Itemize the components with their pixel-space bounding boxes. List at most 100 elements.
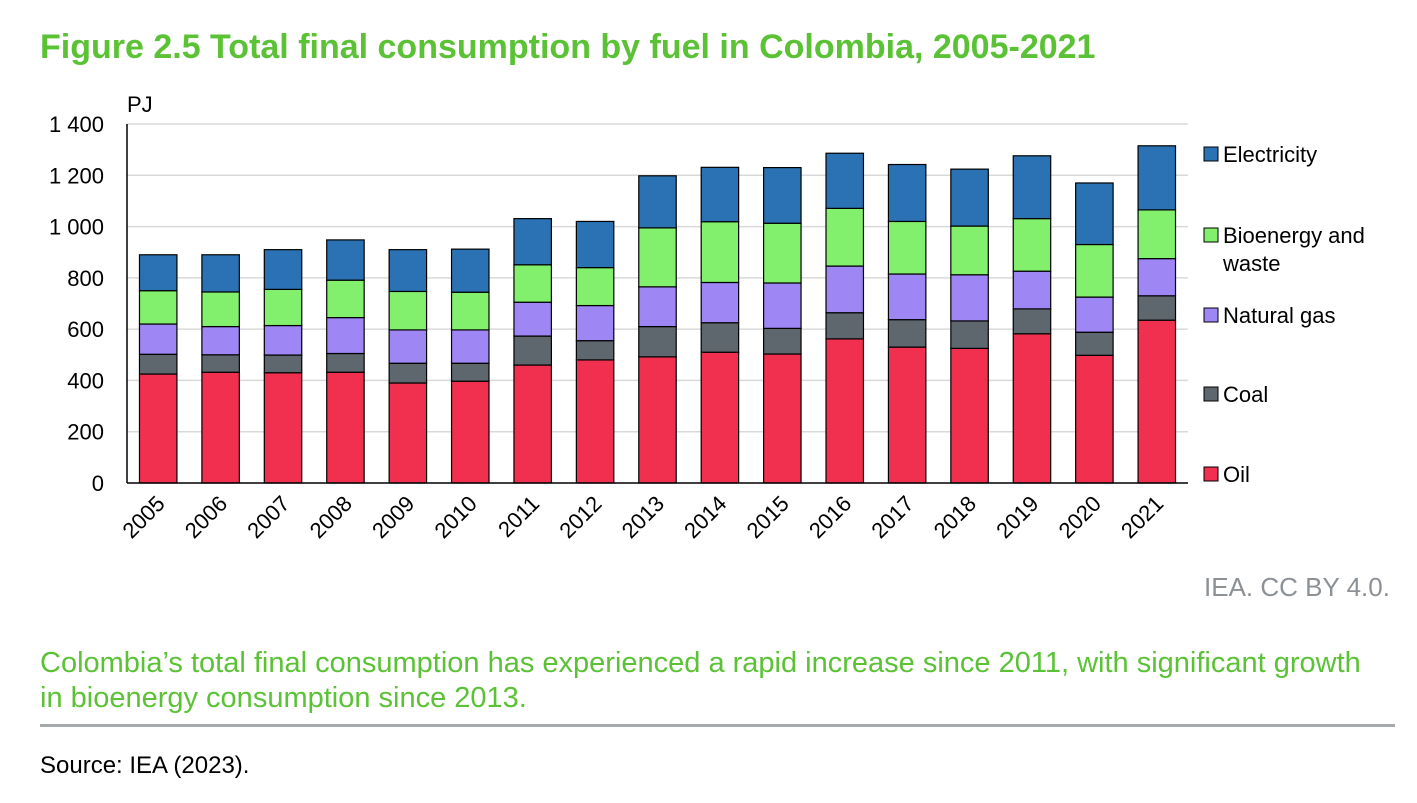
bar-electricity-2009 [388,249,428,293]
bar-coal-2015 [762,327,802,355]
bar-electricity-2019 [1012,155,1052,220]
bar-bioenergy-and-waste-2021 [1137,209,1177,260]
y-tick-label: 1 000 [49,215,104,240]
x-tick-label: 2021 [1116,491,1168,543]
x-tick-labels: 2005 2006 2007 2008 2009 2010 2011 2012 2013 2014… [117,491,1168,543]
bar-electricity-2013 [638,175,677,229]
caption-text: Colombia’s total final consumption has e… [40,647,1361,714]
bar-electricity-2016 [825,152,865,209]
x-tick-label: 2007 [242,491,294,543]
bar-bioenergy-and-waste-2007 [263,288,303,327]
bar-bioenergy-and-waste-2020 [1075,243,1114,298]
bar-coal-2020 [1075,331,1114,356]
x-tick-label: 2019 [991,491,1043,543]
legend-swatch-coal [1203,386,1219,402]
bar-natural-gas-2006 [201,325,240,356]
bar-bioenergy-and-waste-2016 [825,207,865,267]
x-tick-label: 2008 [305,491,357,543]
bar-bioenergy-and-waste-2006 [201,291,240,328]
legend-swatch-electricity [1203,146,1219,162]
legend: Electricity Bioenergy and waste Natural gas… [1203,142,1365,487]
bar-bioenergy-and-waste-2015 [762,222,802,284]
bar-bioenergy-and-waste-2012 [575,267,615,307]
x-tick-label: 2013 [617,491,669,543]
bar-oil-2017 [887,346,927,484]
bar-oil-2016 [825,338,865,484]
x-tick-label: 2017 [866,491,918,543]
legend-label-electricity: Electricity [1223,142,1317,167]
bar-natural-gas-2010 [450,329,490,364]
bar-natural-gas-2018 [950,274,989,322]
bar-oil-2021 [1137,319,1177,484]
bar-coal-2012 [575,340,615,361]
legend-label-oil: Oil [1223,462,1250,487]
bar-oil-2013 [638,356,677,484]
axes: PJ [126,92,1188,484]
legend-label-natural-gas: Natural gas [1223,303,1336,328]
bar-coal-2017 [887,319,927,348]
bar-coal-2014 [700,322,740,353]
x-tick-label: 2005 [117,491,169,543]
bar-natural-gas-2014 [700,281,740,324]
bar-oil-2012 [575,359,615,484]
bar-natural-gas-2005 [138,323,178,355]
bar-coal-2013 [638,325,677,358]
bar-natural-gas-2016 [825,265,865,314]
bar-coal-2011 [513,335,553,366]
bar-electricity-2011 [513,218,553,266]
x-tick-label: 2015 [742,491,794,543]
x-tick-label: 2009 [367,491,419,543]
bar-electricity-2014 [700,166,740,223]
bar-oil-2007 [263,372,303,484]
bar-bioenergy-and-waste-2013 [638,227,677,288]
bar-coal-2021 [1137,295,1177,321]
bar-bioenergy-and-waste-2009 [388,290,428,331]
y-tick-label: 400 [67,368,104,393]
bar-oil-2010 [450,380,490,484]
bar-oil-2009 [388,382,428,484]
bar-natural-gas-2019 [1012,270,1052,310]
x-tick-label: 2010 [430,491,482,543]
x-tick-label: 2006 [180,491,232,543]
x-tick-label: 2012 [554,491,606,543]
bar-natural-gas-2012 [575,304,615,342]
bar-natural-gas-2020 [1075,296,1114,333]
x-tick-label: 2011 [493,491,544,542]
legend-label-coal: Coal [1223,382,1268,407]
bar-natural-gas-2007 [263,324,303,356]
legend-swatch-oil [1203,466,1219,482]
bar-oil-2011 [513,364,553,484]
x-tick-label: 2018 [929,491,981,543]
divider [40,724,1395,727]
bar-oil-2006 [201,371,240,484]
bar-coal-2009 [388,362,428,384]
bar-coal-2010 [450,362,490,382]
source-text: Source: IEA (2023). [40,752,250,779]
bar-natural-gas-2015 [762,282,802,329]
bar-electricity-2008 [326,239,365,281]
legend-label-bioenergy: Bioenergy and waste [1222,223,1365,276]
bar-oil-2020 [1075,354,1114,484]
bar-coal-2008 [326,352,365,373]
bar-coal-2018 [950,320,989,349]
bar-coal-2019 [1012,308,1052,335]
bar-bioenergy-and-waste-2018 [950,225,989,276]
bar-coal-2005 [138,353,178,375]
bar-oil-2008 [326,371,365,484]
bar-electricity-2015 [762,166,802,224]
bar-coal-2007 [263,354,303,374]
y-tick-label: 0 [92,471,104,496]
bar-electricity-2007 [263,249,303,290]
bar-natural-gas-2021 [1137,258,1177,297]
y-tick-label: 200 [67,420,104,445]
bar-electricity-2010 [450,248,490,293]
y-axis-unit-label: PJ [127,92,153,117]
legend-swatch-natural-gas [1203,307,1219,323]
bar-bioenergy-and-waste-2017 [887,220,927,275]
y-tick-labels: 0 200 400 600 800 1 000 1 200 1 400 [49,112,104,496]
stacked-bar-chart: PJ 0 200 400 600 800 1 000 1 200 1 400 2005 2006… [49,92,1365,543]
bar-electricity-2017 [887,163,927,223]
bar-natural-gas-2013 [638,286,677,328]
x-tick-label: 2020 [1054,491,1106,543]
bar-bioenergy-and-waste-2008 [326,279,365,319]
